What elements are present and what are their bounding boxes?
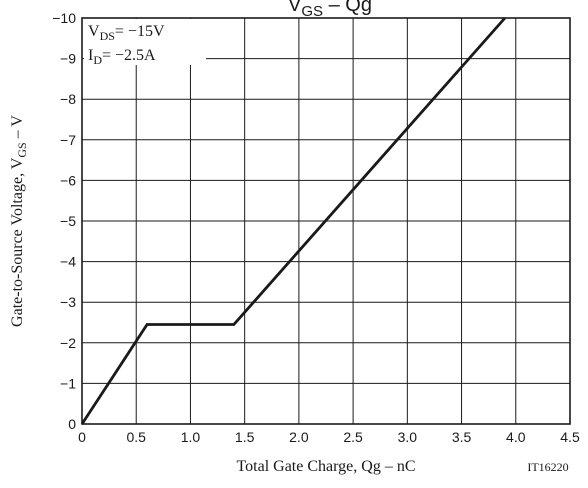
y-tick-label: −3 xyxy=(60,294,76,310)
y-tick-label: −6 xyxy=(60,172,76,188)
y-tick-label: −7 xyxy=(60,132,76,148)
x-tick-label: 4.5 xyxy=(560,429,580,445)
series xyxy=(80,17,506,425)
y-tick-label: −10 xyxy=(52,10,76,26)
x-axis-label: Total Gate Charge, Qg – nC xyxy=(237,458,416,475)
series-line xyxy=(80,17,506,425)
x-tick-label: 1.5 xyxy=(235,429,255,445)
figure-id: IT16220 xyxy=(527,460,568,474)
annotation-id: ID= −2.5A xyxy=(88,47,156,67)
y-tick-labels: 0 −1 −2 −3 −4 −5 −6 −7 −8 −9 −10 xyxy=(52,10,76,432)
x-tick-label: 3.0 xyxy=(398,429,418,445)
plot-frame xyxy=(81,17,571,425)
x-tick-label: 2.0 xyxy=(289,429,309,445)
x-tick-label: 1.0 xyxy=(181,429,201,445)
chart-title: VGS – Qg xyxy=(288,0,372,20)
y-tick-label: −2 xyxy=(60,335,76,351)
x-tick-labels: 0 0.5 1.0 1.5 2.0 2.5 3.0 3.5 4.0 4.5 xyxy=(78,429,580,445)
y-tick-label: −4 xyxy=(60,254,76,270)
annotation-vds: VDS= −15V xyxy=(88,23,165,43)
x-tick-label: 4.0 xyxy=(506,429,526,445)
x-tick-label: 0.5 xyxy=(126,429,146,445)
y-tick-label: −9 xyxy=(60,51,76,67)
y-tick-label: 0 xyxy=(68,416,76,432)
x-tick-label: 2.5 xyxy=(343,429,363,445)
annotation-box xyxy=(84,19,206,65)
y-tick-label: −1 xyxy=(60,375,76,391)
y-axis-label: Gate-to-Source Voltage, VGS – V xyxy=(9,115,29,327)
x-tick-label: 3.5 xyxy=(452,429,472,445)
y-tick-label: −8 xyxy=(60,91,76,107)
y-tick-label: −5 xyxy=(60,213,76,229)
x-tick-label: 0 xyxy=(78,429,86,445)
